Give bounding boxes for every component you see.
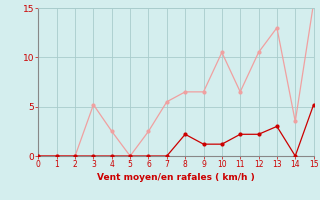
X-axis label: Vent moyen/en rafales ( km/h ): Vent moyen/en rafales ( km/h )	[97, 173, 255, 182]
